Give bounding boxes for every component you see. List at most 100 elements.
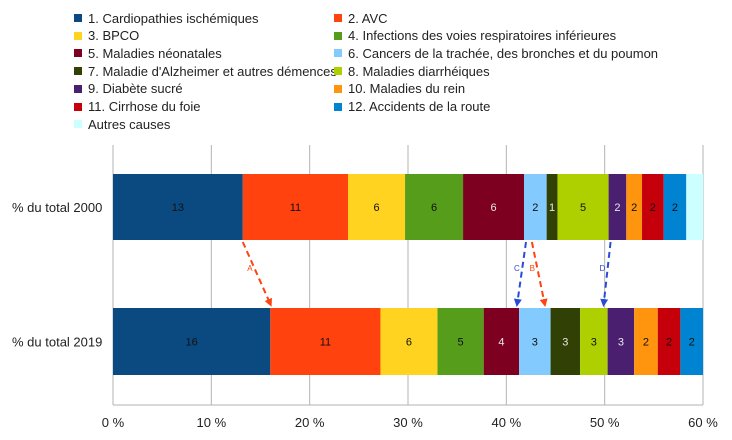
- legend-item: 1. Cardiopathies ischémiques: [74, 10, 259, 26]
- legend-swatch: [334, 84, 342, 93]
- bar-segment: [608, 174, 627, 240]
- legend-item: 6. Cancers de la trachée, des bronches e…: [334, 45, 658, 61]
- legend-swatch: [334, 14, 342, 22]
- legend-swatch: [74, 67, 82, 76]
- legend-label: 3. BPCO: [88, 28, 140, 44]
- data-label: 3: [562, 337, 568, 349]
- bar-segment: [634, 308, 658, 375]
- legend-item: 12. Accidents de la route: [334, 99, 490, 115]
- bar-segment: [546, 174, 558, 240]
- data-label: 13: [172, 202, 184, 214]
- data-label: 2: [614, 202, 620, 214]
- legend-swatch: [74, 84, 82, 93]
- legend-swatch: [334, 31, 342, 40]
- category-label: % du total 2000: [12, 200, 102, 215]
- x-tick-label: 30 %: [393, 415, 423, 430]
- bar-segment: [550, 308, 581, 375]
- legend-label: 10. Maladies du rein: [348, 81, 466, 97]
- data-label: 3: [618, 337, 624, 349]
- legend-item: 9. Diabète sucré: [74, 81, 183, 97]
- data-label: 6: [490, 202, 496, 214]
- bar-segment: [657, 308, 681, 375]
- data-label: 2: [643, 337, 649, 349]
- legend-swatch: [74, 102, 82, 111]
- bar-segment: [463, 174, 525, 240]
- bar-segment: [380, 308, 438, 375]
- bar-segment: [557, 174, 609, 240]
- legend-label: 12. Accidents de la route: [348, 99, 491, 114]
- bar-segment: [348, 174, 406, 240]
- data-label: 5: [580, 202, 586, 214]
- legend-label: 11. Cirrhose du foie: [88, 99, 201, 114]
- x-tick-label: 40 %: [492, 415, 522, 430]
- legend-item: 2. AVC: [334, 10, 388, 26]
- bar-segment: [113, 308, 271, 375]
- legend-item: 11. Cirrhose du foie: [74, 99, 201, 115]
- data-label: 1: [549, 202, 555, 214]
- x-tick-label: 10 %: [197, 415, 227, 430]
- data-label: 2: [689, 337, 695, 349]
- legend-swatch: [74, 14, 82, 22]
- legend-label: 2. AVC: [348, 10, 388, 26]
- bar-segment: [580, 308, 608, 375]
- data-label: 5: [458, 337, 464, 349]
- bar-segment: [437, 308, 484, 375]
- legend-label: Autres causes: [88, 116, 171, 132]
- category-label: % du total 2019: [12, 335, 102, 350]
- legend-label: 9. Diabète sucré: [88, 81, 183, 97]
- data-label: 2: [532, 202, 538, 214]
- legend-item: Autres causes: [74, 116, 170, 132]
- x-tick-label: 50 %: [590, 415, 620, 430]
- data-label: 2: [650, 202, 656, 214]
- data-label: 11: [290, 202, 301, 214]
- legend-swatch: [74, 120, 82, 129]
- bar-segment: [270, 308, 381, 375]
- legend-item: 7. Maladie d'Alzheimer et autres démence…: [74, 63, 337, 79]
- legend-item: 8. Maladies diarrhéiques: [334, 63, 490, 79]
- legend-swatch: [74, 31, 82, 40]
- legend-label: 1. Cardiopathies ischémiques: [88, 10, 259, 26]
- legend-label: 4. Infections des voies respiratoires in…: [348, 28, 617, 44]
- legend-label: 6. Cancers de la trachée, des bronches e…: [348, 45, 659, 61]
- bar-segment: [405, 174, 464, 240]
- data-label: 2: [666, 337, 672, 349]
- legend-swatch: [334, 67, 342, 76]
- legend-swatch: [334, 49, 342, 58]
- legend-swatch: [74, 49, 82, 58]
- legend-label: 8. Maladies diarrhéiques: [348, 63, 490, 79]
- bar-segment: [680, 308, 703, 375]
- bar-segment: [663, 174, 687, 240]
- annotation-label: C: [514, 264, 520, 273]
- data-label: 11: [320, 337, 331, 349]
- data-label: 4: [498, 337, 504, 349]
- legend-label: 5. Maladies néonatales: [88, 45, 222, 61]
- chart-legend: 1. Cardiopathies ischémiques 2. AVC 3. BPC…: [0, 0, 732, 132]
- data-label: 6: [431, 202, 437, 214]
- x-tick-label: 60 %: [688, 415, 718, 430]
- annotation-label: D: [599, 264, 605, 273]
- x-tick-label: 0 %: [102, 415, 125, 430]
- data-label: 3: [532, 337, 538, 349]
- bar-segment: [519, 308, 551, 375]
- legend-label: 7. Maladie d'Alzheimer et autres démence…: [88, 63, 337, 79]
- annotation-arrow: [600, 241, 612, 307]
- annotation-arrow: [530, 241, 548, 307]
- data-label: 6: [373, 202, 379, 214]
- annotation-arrow: [241, 241, 272, 307]
- annotation-label: B: [530, 264, 535, 273]
- bar-segment: [242, 174, 349, 240]
- bar-segment: [113, 174, 243, 240]
- data-label: 2: [631, 202, 637, 214]
- bar-segment: [642, 174, 664, 240]
- legend-item: 10. Maladies du rein: [334, 81, 465, 97]
- data-label: 6: [406, 337, 412, 349]
- bar-segment: [607, 308, 635, 375]
- legend-item: 4. Infections des voies respiratoires in…: [334, 28, 616, 44]
- data-label: 16: [186, 337, 198, 349]
- annotation-label: A: [247, 264, 253, 273]
- data-label: 3: [591, 337, 597, 349]
- bar-segment: [626, 174, 643, 240]
- x-tick-label: 20 %: [295, 415, 325, 430]
- annotation-arrow: [513, 241, 527, 307]
